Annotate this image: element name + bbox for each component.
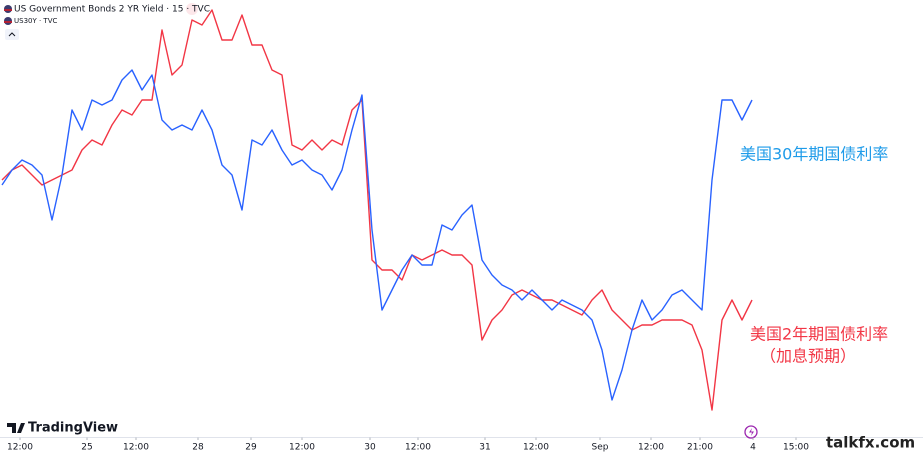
x-tick-label: 31 xyxy=(479,443,490,453)
line-series xyxy=(1,9,753,411)
x-tick-label: 28 xyxy=(192,443,204,453)
collapse-arrow xyxy=(8,32,16,37)
x-tick-label: 29 xyxy=(245,443,257,453)
x-tick-label: 12:00 xyxy=(638,443,664,453)
x-tick-label: 25 xyxy=(81,443,92,453)
x-tick-label: 4 xyxy=(750,443,756,453)
x-tick-label: Sep xyxy=(592,443,609,453)
legend-entry: US30Y · TVC xyxy=(14,17,57,25)
legend-flag-stripe xyxy=(4,21,12,23)
collapse-button[interactable] xyxy=(5,29,19,40)
legend-menu[interactable] xyxy=(186,3,198,15)
event-icon xyxy=(744,425,758,439)
x-tick-label: 12:00 xyxy=(123,443,149,453)
annotation: 美国2年期国债利率 xyxy=(750,325,888,344)
brand: TradingView xyxy=(28,421,118,436)
x-tick-label: 15:00 xyxy=(783,443,809,453)
x-tick-label: 12:00 xyxy=(405,443,431,453)
event-bolt xyxy=(749,428,754,436)
x-tick-label: 21:00 xyxy=(687,443,713,453)
annotation: （加息预期） xyxy=(760,347,856,366)
x-tick-label: 12:00 xyxy=(7,443,33,453)
legend-entry: US Government Bonds 2 YR Yield · 15 · TV… xyxy=(14,5,210,15)
x-tick-label: 30 xyxy=(364,443,376,453)
x-tick-label: 12:00 xyxy=(289,443,315,453)
brand-logo: TradingView xyxy=(7,421,118,436)
annotation: 美国30年期国债利率 xyxy=(740,145,888,164)
x-tick-label: 12:00 xyxy=(523,443,549,453)
legend-flag-stripe xyxy=(4,9,12,11)
line-series xyxy=(1,69,753,401)
watermark: talkfx.com xyxy=(826,434,915,452)
